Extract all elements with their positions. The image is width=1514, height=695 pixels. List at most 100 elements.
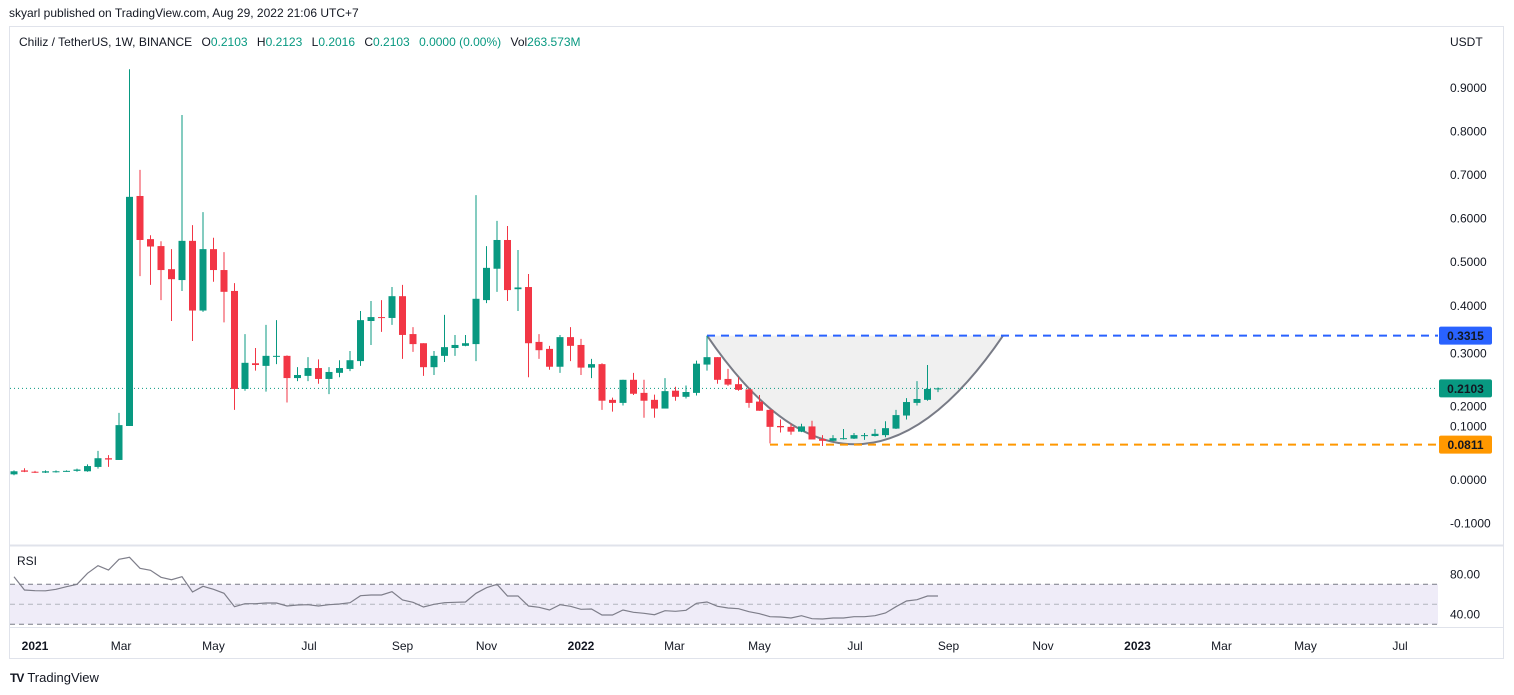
candle — [325, 367, 333, 395]
candle — [378, 300, 385, 332]
candle-body — [651, 399, 658, 409]
price-tick-label: 0.2000 — [1450, 399, 1487, 413]
candle — [735, 377, 742, 391]
candle-body — [882, 428, 889, 436]
candle — [168, 249, 175, 322]
candle-body — [147, 239, 154, 247]
rsi-title: RSI — [17, 554, 38, 568]
candle — [682, 385, 690, 399]
low-label: L — [311, 35, 319, 49]
candle-body — [325, 371, 333, 379]
rsi-tick-label: 80.00 — [1450, 567, 1480, 581]
candle-body — [735, 384, 742, 390]
candle-body — [10, 471, 18, 475]
candle-body — [252, 363, 259, 366]
symbol-legend: Chiliz / TetherUS, 1W, BINANCE O0.2103 H… — [19, 35, 581, 49]
candle-body — [682, 392, 690, 397]
candle-body — [619, 379, 627, 403]
candle — [556, 334, 564, 373]
candle — [714, 357, 721, 384]
candle — [420, 343, 427, 376]
time-tick-label: Sep — [392, 639, 414, 653]
candle — [630, 372, 637, 396]
candle — [178, 114, 186, 291]
candle — [766, 408, 774, 444]
tradingview-logo[interactable]: TV TradingView — [10, 670, 99, 685]
low-value: 0.2016 — [318, 35, 356, 49]
volume-label: Vol — [510, 35, 528, 49]
candle-body — [399, 296, 406, 335]
candle — [546, 345, 553, 370]
candle-body — [913, 398, 921, 403]
candle-body — [609, 399, 616, 403]
candle-body — [73, 469, 81, 471]
candle-body — [21, 470, 28, 472]
tradingview-logo-icon: TV — [10, 670, 24, 685]
candle — [798, 423, 805, 433]
tradingview-logo-text: TradingView — [27, 670, 99, 685]
candle-body — [157, 246, 165, 271]
candle — [273, 320, 280, 365]
candle-body — [220, 270, 228, 292]
candle-body — [714, 357, 721, 380]
candle — [619, 379, 627, 406]
candle-body — [378, 317, 385, 319]
candle — [84, 464, 91, 472]
candle — [745, 388, 753, 408]
time-tick-label: Mar — [1211, 639, 1232, 653]
candle — [199, 212, 207, 312]
candle-body — [388, 296, 396, 318]
candle-body — [409, 334, 417, 345]
candle — [850, 432, 858, 440]
close-value: 0.2103 — [373, 35, 410, 49]
level-lines[interactable] — [10, 334, 1438, 446]
candle — [315, 359, 322, 384]
time-tick-label: Jul — [301, 639, 316, 653]
candle-body — [703, 357, 711, 365]
candle — [462, 334, 469, 347]
candle — [10, 470, 18, 476]
candle-body — [577, 344, 585, 368]
symbol-title[interactable]: Chiliz / TetherUS, 1W, BINANCE — [19, 35, 193, 49]
candle — [367, 300, 375, 345]
candle-body — [241, 362, 249, 389]
axes: -0.1000 0.0000 0.1000 0.2000 0.3000 0.4000 0.5… — [22, 81, 1492, 653]
candle-body — [451, 344, 459, 349]
candle — [136, 169, 144, 277]
time-tick-label: Nov — [476, 639, 497, 653]
candle — [493, 220, 501, 292]
candle-body — [850, 435, 858, 439]
candle-body — [840, 438, 847, 440]
candle — [336, 360, 343, 378]
grid-layer — [10, 544, 1503, 628]
candle — [346, 351, 354, 372]
candle — [525, 273, 532, 378]
candle-body — [367, 317, 375, 322]
candle — [241, 334, 249, 391]
candle-body — [525, 287, 532, 344]
candle-body — [672, 390, 679, 397]
candle-body — [346, 360, 354, 369]
candle — [451, 334, 459, 356]
candle — [21, 468, 28, 473]
publisher-line: skyarl published on TradingView.com, Aug… — [9, 6, 359, 20]
candle-body — [598, 364, 606, 401]
candle — [189, 225, 196, 342]
candle — [115, 412, 123, 460]
candle — [672, 386, 679, 401]
candle-body — [94, 458, 102, 467]
rsi-line — [13, 556, 938, 620]
time-tick-label: May — [202, 639, 225, 653]
candle — [651, 394, 658, 418]
candle-body — [304, 368, 312, 376]
candle — [472, 195, 480, 362]
time-tick-label: May — [748, 639, 771, 653]
candle-body — [178, 240, 186, 281]
price-tick-label: 0.1000 — [1450, 420, 1487, 434]
candle-body — [189, 240, 196, 311]
open-label: O — [201, 35, 211, 49]
candle — [934, 387, 942, 393]
candle — [724, 368, 732, 386]
candle — [52, 470, 60, 473]
